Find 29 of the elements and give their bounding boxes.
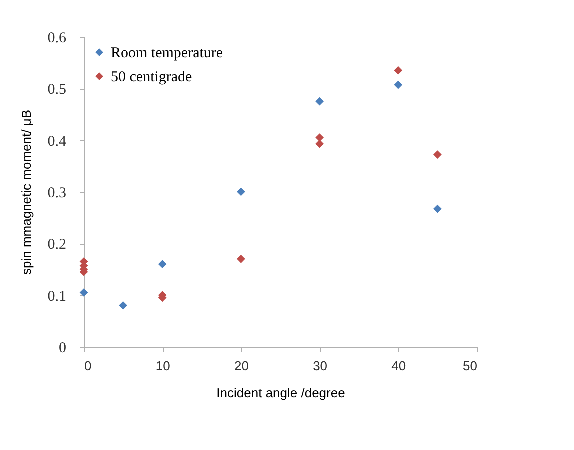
y-tick-label: 0 xyxy=(59,340,66,356)
point xyxy=(394,66,403,75)
point xyxy=(316,97,324,106)
y-tick-label: 0.2 xyxy=(48,237,66,254)
x-tick-label: 50 xyxy=(463,358,478,374)
point xyxy=(237,254,246,264)
x-tick-label: 20 xyxy=(234,358,249,374)
point xyxy=(316,140,324,148)
y-tick-label: 0.6 xyxy=(48,30,67,46)
legend-label: 50 centigrade xyxy=(111,70,193,86)
point xyxy=(434,150,442,159)
y-tick-label: 0.3 xyxy=(48,186,66,202)
x-axis-title: Incident angle /degree xyxy=(216,386,346,400)
y-tick-label: 0.5 xyxy=(48,82,66,98)
point xyxy=(80,288,88,297)
point xyxy=(394,80,403,90)
point xyxy=(158,260,167,269)
x-tick-label: 0 xyxy=(84,358,92,374)
point xyxy=(119,301,128,310)
point xyxy=(316,134,324,142)
y-tick-label: 0.1 xyxy=(48,288,66,305)
y-tick-label: 0.4 xyxy=(48,134,67,150)
point xyxy=(434,204,442,214)
legend-label: Room temperature xyxy=(111,46,224,62)
x-tick-label: 40 xyxy=(392,358,406,374)
x-tick-label: 30 xyxy=(313,358,328,374)
y-axis-title: spin mmagnetic moment/ μB xyxy=(18,110,34,275)
x-tick-label: 10 xyxy=(156,358,170,374)
point xyxy=(237,188,246,196)
